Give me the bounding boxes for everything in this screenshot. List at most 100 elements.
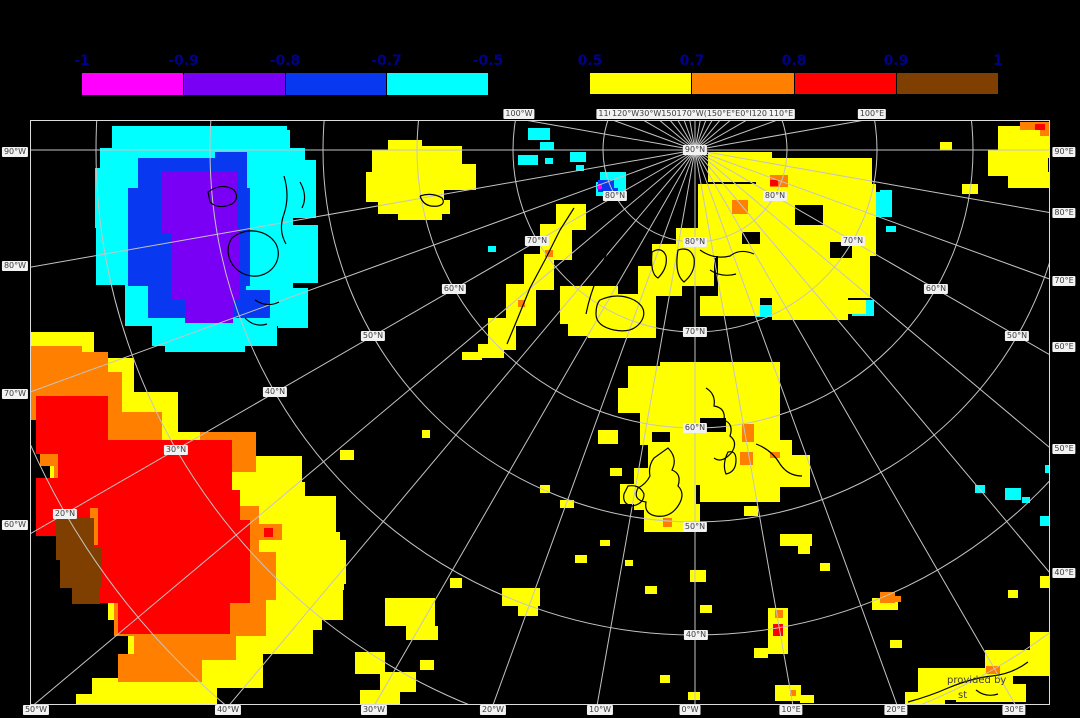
yellow-areas-cell [600, 540, 610, 546]
colorbar-segment [183, 73, 286, 95]
coastline-path [676, 248, 695, 283]
colorbar-tick-label: -1 [74, 53, 90, 69]
yellow-areas-cell [380, 672, 416, 692]
lon-edge-label: 20°E [884, 705, 908, 715]
yellow-areas-cell [700, 605, 712, 613]
meridian-line [642, 120, 696, 151]
colorbar-tick-label: 0.7 [679, 53, 705, 69]
yellow-areas-cell [398, 212, 442, 220]
lat-interior-label: 50°N [682, 522, 708, 532]
lon-edge-label: 70°E [1052, 276, 1076, 286]
coastline-path [651, 249, 667, 279]
yellow-areas-cell [360, 690, 400, 705]
lat-interior-label: 80°N [602, 191, 628, 201]
yellow-areas-cell [420, 660, 434, 670]
meridian-line [611, 120, 696, 151]
coastline-path [299, 181, 306, 209]
yellow-areas-cell [575, 555, 587, 563]
coastlines [207, 175, 1029, 703]
meridian-line [30, 149, 696, 268]
lon-edge-label: 80°E [1052, 208, 1076, 218]
coastline-path [635, 447, 683, 517]
yellow-areas-cell [660, 675, 670, 683]
lat-interior-label: 40°N [262, 387, 288, 397]
meridian-line [669, 120, 696, 151]
provided-by-watermark: st [958, 690, 968, 701]
lat-interior-label: 60°N [923, 284, 949, 294]
cyan-specks-cell [1040, 516, 1050, 526]
orange-areas-cell [663, 518, 672, 527]
colorbar-tick-label: -0.7 [371, 53, 402, 69]
yellow-areas-cell [755, 455, 810, 487]
cyan-specks-cell [576, 165, 584, 171]
meridian-line [228, 149, 696, 705]
lon-edge-label: 90°W [1, 147, 29, 157]
meridian-line [32, 149, 696, 705]
coastline-path [419, 193, 444, 207]
yellow-areas-cell [690, 570, 706, 582]
colorbar-segment [794, 73, 897, 94]
black-holes-cell [742, 232, 760, 244]
red-areas-cell [148, 440, 232, 498]
yellow-areas-cell [800, 695, 814, 703]
yellow-areas-cell [618, 388, 648, 413]
lat-interior-label: 80°N [682, 237, 708, 247]
purple-canada-cell [185, 295, 233, 323]
lon-edge-label: 70°W [1, 389, 29, 399]
lat-interior-label: 90°N [682, 145, 708, 155]
orange-areas-cell [790, 690, 796, 696]
colorbar-segment [896, 73, 998, 94]
meridian-line [694, 149, 898, 705]
lat-interior-label: 60°N [441, 284, 467, 294]
coastline-path [506, 207, 575, 345]
yellow-areas-cell [744, 506, 758, 516]
cyan-specks-cell [1022, 497, 1030, 503]
yellow-areas-cell [956, 684, 1026, 702]
lon-edge-label: 100°E [857, 109, 887, 119]
orange-areas-cell [1052, 646, 1068, 656]
yellow-areas-cell [700, 296, 760, 316]
yellow-areas-cell [406, 626, 438, 640]
cyan-specks-cell [886, 226, 896, 232]
cyan-canada-cell [268, 160, 316, 218]
coastline-path [623, 485, 645, 507]
lat-interior-label: 50°N [1004, 331, 1030, 341]
meridian-line [694, 149, 794, 705]
brown-areas-cell [72, 584, 100, 604]
orange-areas-cell [770, 452, 780, 458]
lon-edge-label: 100°W [503, 109, 535, 119]
orange-areas-cell [740, 452, 753, 465]
map-frame-border [30, 120, 1050, 705]
coastline-path [207, 185, 238, 208]
colorbar-tick-label: 0.5 [577, 53, 603, 69]
cyan-specks-cell [518, 155, 538, 165]
cyan-canada-cell [278, 288, 308, 328]
yellow-areas-cell [355, 652, 385, 674]
meridian-line [373, 149, 696, 705]
purple-canada-cell [162, 172, 237, 234]
colorbar-segment [82, 73, 184, 95]
colorbar-segment [692, 73, 795, 94]
cyan-specks-cell [1045, 465, 1050, 473]
yellow-areas-cell [1040, 576, 1050, 588]
meridian-line [658, 120, 696, 151]
cyan-canada-cell [282, 225, 318, 283]
meridian-line [694, 149, 1050, 280]
yellow-areas-cell [820, 563, 830, 571]
colorbar-segment [285, 73, 388, 95]
lon-edge-label: 30°E [1002, 705, 1026, 715]
meridian-line [694, 149, 1050, 356]
yellow-areas-cell [840, 300, 866, 314]
orange-areas-cell [742, 424, 754, 442]
yellow-areas-cell [422, 430, 430, 438]
meridian-line [694, 149, 1050, 574]
meridian-line [689, 120, 696, 151]
lat-interior-label: 50°N [360, 331, 386, 341]
meridian-line [694, 149, 1050, 214]
yellow-areas-cell [560, 500, 574, 508]
cyan-canada-cell [230, 130, 290, 152]
yellow-areas-cell [340, 450, 354, 460]
yellow-areas-cell [385, 598, 435, 626]
